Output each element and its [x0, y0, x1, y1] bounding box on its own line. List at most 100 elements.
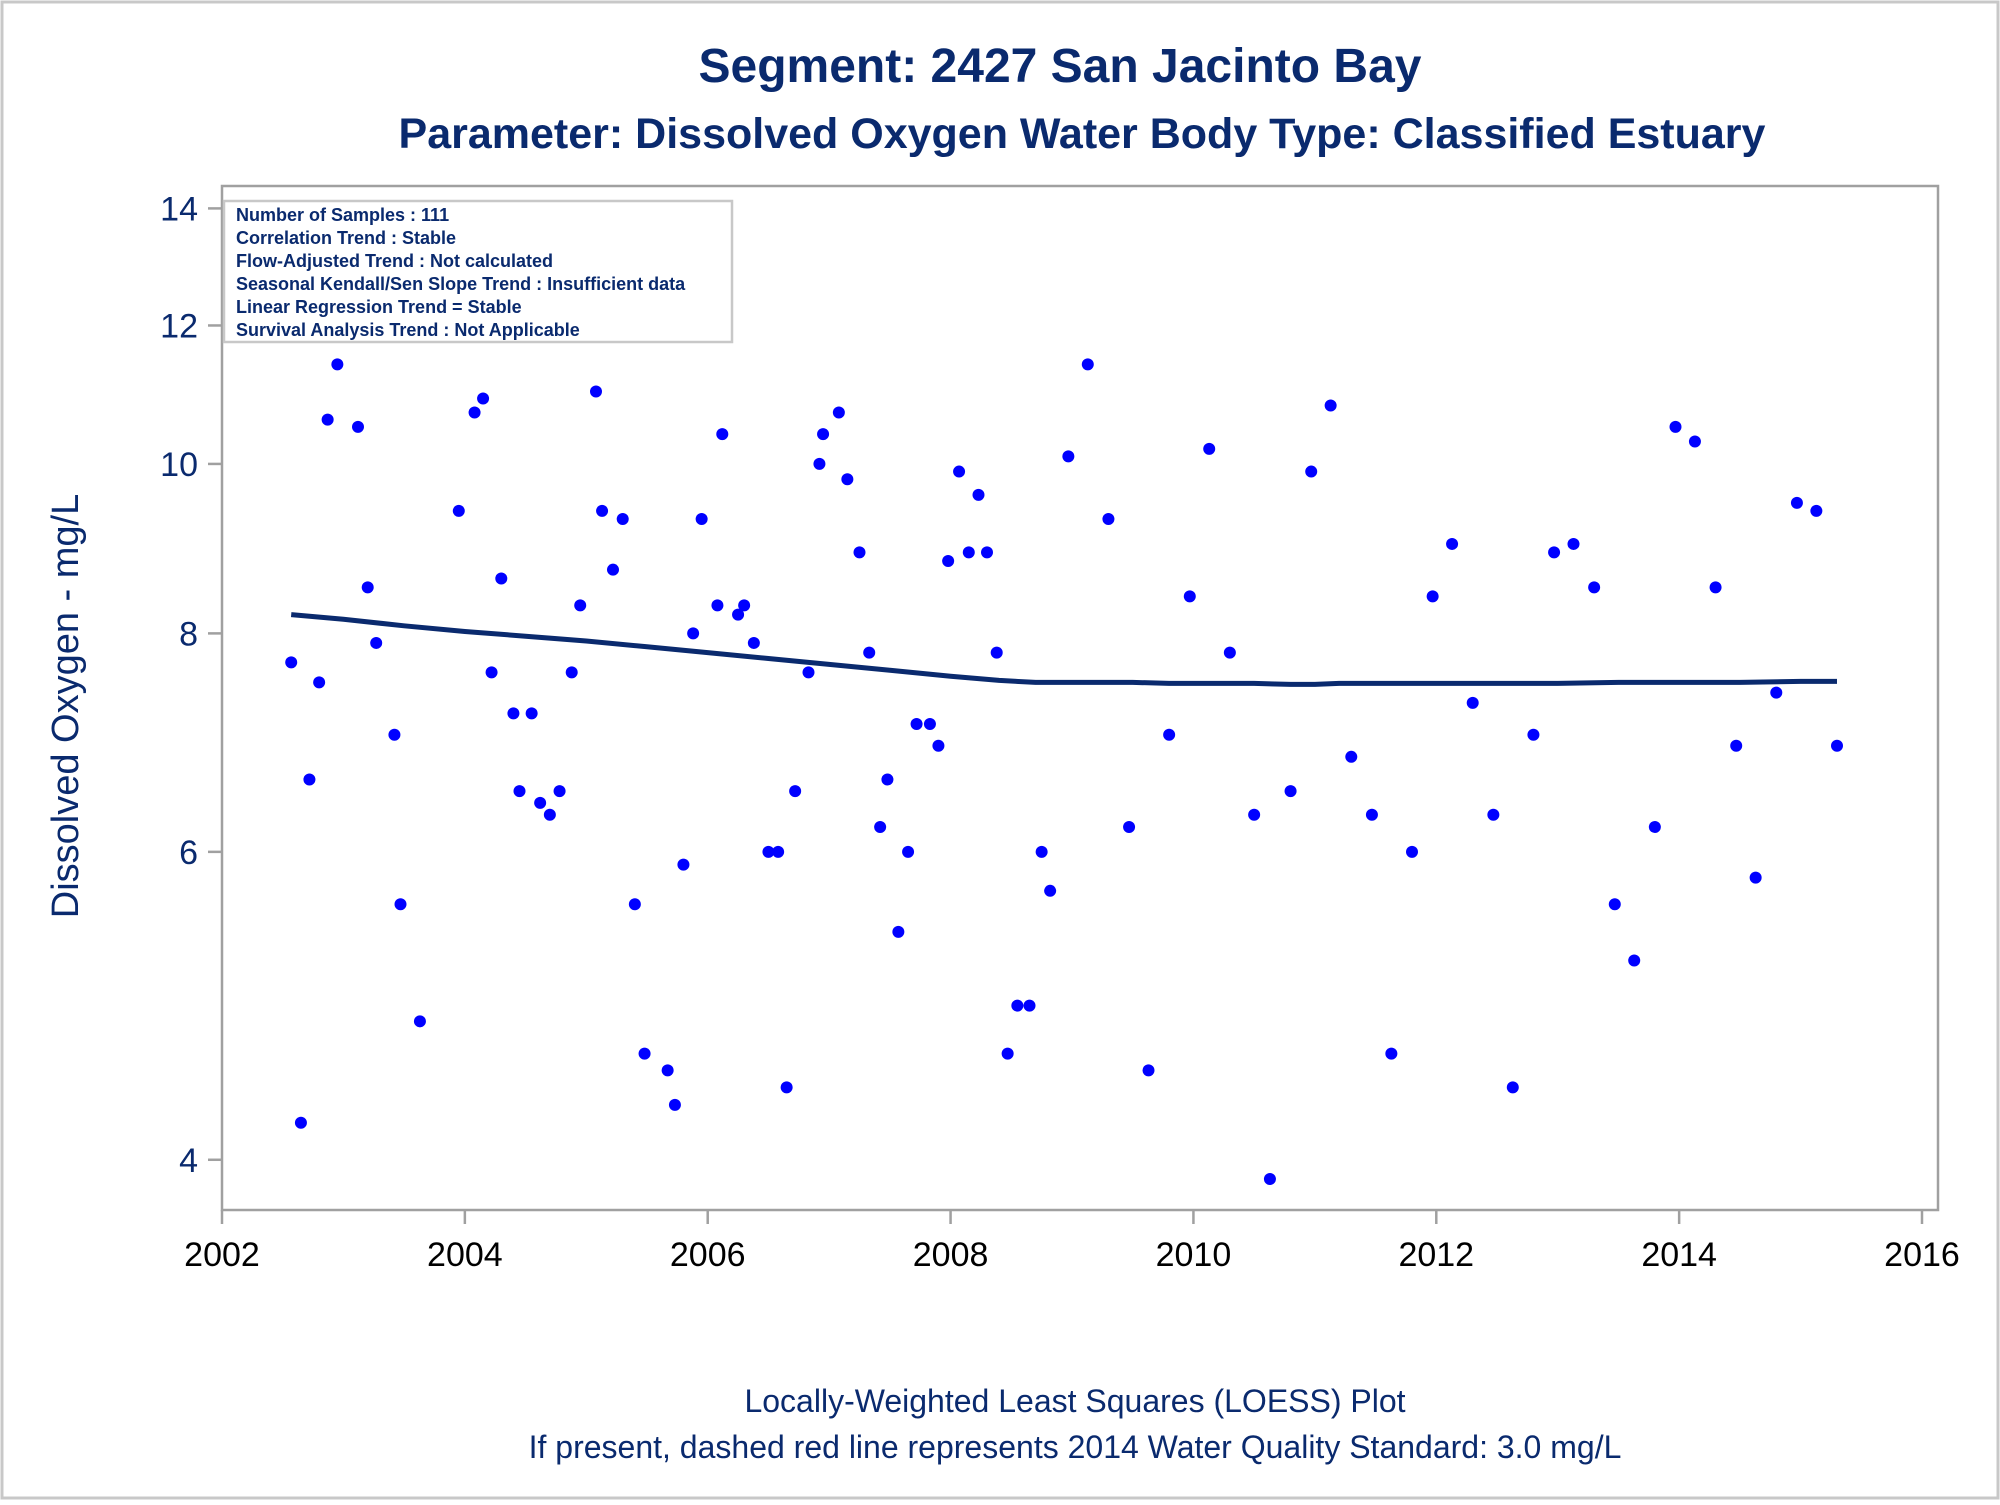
data-point [1163, 728, 1176, 741]
data-point [1011, 999, 1024, 1012]
y-tick-label: 6 [179, 834, 198, 872]
data-point [817, 428, 830, 441]
data-point [813, 457, 826, 470]
info-box-frame [222, 199, 734, 344]
data-point [1223, 646, 1236, 659]
data-point [1688, 435, 1701, 448]
data-point [972, 488, 985, 501]
data-point [590, 385, 602, 398]
y-tick-label: 8 [179, 615, 198, 653]
data-point [616, 513, 629, 526]
data-point [543, 808, 556, 821]
data-point [1831, 739, 1843, 752]
data-point [303, 773, 316, 786]
data-point [1102, 513, 1115, 526]
data-point [1142, 1064, 1155, 1077]
data-point [596, 504, 609, 517]
data-point [1446, 537, 1459, 550]
data-point [668, 1098, 681, 1111]
info-box-line: Survival Analysis Trend : Not Applicable [236, 320, 580, 340]
data-point [661, 1064, 674, 1077]
data-point [910, 718, 923, 731]
loess-curve [290, 612, 1837, 687]
data-point [394, 898, 407, 911]
data-point [1023, 999, 1036, 1012]
footnote-standard: If present, dashed red line represents 2… [529, 1429, 1622, 1465]
data-point [881, 773, 894, 786]
x-tick-label: 2002 [184, 1236, 260, 1274]
info-box-line: Number of Samples : 111 [236, 205, 449, 225]
x-tick-label: 2008 [913, 1236, 989, 1274]
data-point [495, 572, 508, 585]
data-point [1426, 590, 1439, 603]
data-point [1567, 537, 1580, 550]
data-point [331, 358, 344, 371]
data-point [832, 406, 845, 419]
info-box-line: Flow-Adjusted Trend : Not calculated [236, 251, 553, 271]
data-point [1035, 845, 1048, 858]
data-point [1648, 820, 1661, 833]
data-point [1263, 1173, 1276, 1185]
data-point [942, 555, 955, 568]
data-point [762, 845, 775, 858]
y-axis: 4 6 8 10 12 14 [160, 190, 222, 1180]
data-point [1669, 420, 1682, 433]
data-point [285, 656, 298, 669]
data-point [388, 728, 401, 741]
data-point [923, 718, 936, 731]
data-point [1081, 358, 1094, 371]
data-point [1365, 808, 1378, 821]
data-point [677, 858, 690, 871]
data-point [687, 627, 700, 640]
data-point [313, 676, 326, 689]
data-point [1608, 898, 1621, 911]
data-points [285, 218, 1843, 1185]
data-point [747, 636, 760, 649]
info-box-line: Linear Regression Trend = Stable [236, 297, 522, 317]
data-point [802, 666, 815, 679]
data-point [1345, 750, 1358, 763]
data-point [1527, 728, 1540, 741]
data-point [1305, 465, 1318, 478]
data-point [1248, 808, 1261, 821]
data-point [1044, 884, 1057, 897]
y-tick-label: 4 [179, 1142, 198, 1180]
data-point [1324, 399, 1337, 412]
data-point [902, 845, 915, 858]
data-point [695, 513, 708, 526]
data-point [370, 636, 383, 649]
data-point [780, 1081, 793, 1094]
x-tick-label: 2012 [1398, 1236, 1474, 1274]
info-box-line: Seasonal Kendall/Sen Slope Trend : Insuf… [236, 274, 686, 294]
data-point [789, 785, 802, 798]
x-tick-label: 2006 [670, 1236, 746, 1274]
data-point [711, 599, 724, 612]
data-point [1506, 1081, 1519, 1094]
data-point [863, 646, 876, 659]
data-point [1466, 696, 1479, 709]
data-point [1810, 504, 1823, 517]
data-point [534, 796, 547, 809]
y-axis-label: Dissolved Oxygen - mg/L [45, 494, 87, 919]
data-point [1790, 496, 1803, 509]
data-point [1385, 1047, 1398, 1060]
x-tick-label: 2010 [1156, 1236, 1232, 1274]
data-point [468, 406, 481, 419]
data-point [738, 599, 751, 612]
data-point [1183, 590, 1196, 603]
data-point [452, 504, 465, 517]
data-point [1203, 442, 1216, 455]
data-point [513, 785, 526, 798]
data-point [565, 666, 578, 679]
data-point [525, 707, 538, 720]
chart-subtitle: Parameter: Dissolved Oxygen Water Body T… [399, 110, 1766, 158]
data-point [1548, 546, 1561, 559]
data-point [607, 563, 619, 576]
chart-title: Segment: 2427 San Jacinto Bay [699, 40, 1422, 93]
data-point [716, 428, 729, 441]
data-point [485, 666, 498, 679]
data-point [1284, 785, 1297, 798]
y-tick-label: 14 [160, 190, 198, 228]
